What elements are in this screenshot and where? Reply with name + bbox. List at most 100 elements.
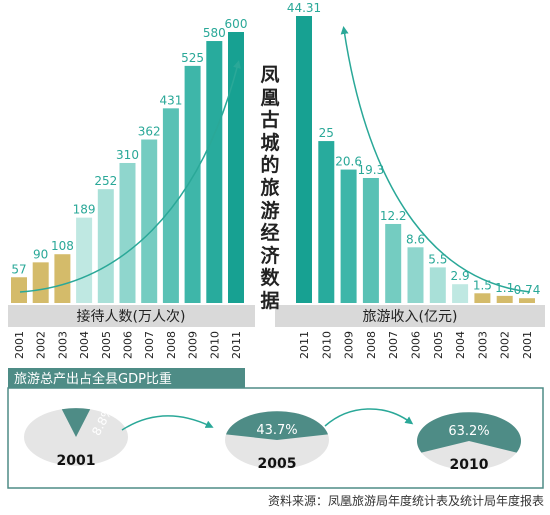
gdp-share-title: 旅游总产出占全县GDP比重 (14, 371, 172, 387)
value-label-2003: 108 (51, 239, 74, 253)
value-label-2001: 0.74 (514, 283, 541, 297)
tick-label-2003: 2003 (476, 331, 489, 359)
pie-arrow-1 (121, 415, 214, 431)
tick-label-2004: 2004 (78, 331, 91, 359)
value-label-2008: 19.3 (358, 163, 385, 177)
visitor-trend-arrow (19, 60, 241, 293)
pie-label-2010: 63.2% (448, 424, 489, 439)
bar-2008 (162, 108, 179, 303)
bar-2011 (296, 16, 312, 303)
tick-label-2010: 2010 (320, 331, 333, 359)
bar-2009 (340, 169, 357, 303)
bar-2008 (362, 177, 379, 303)
gdp-share-header (8, 368, 245, 388)
bar-2001 (519, 298, 535, 303)
gdp-share-panel (7, 387, 544, 489)
value-label-2008: 431 (159, 93, 182, 107)
tick-label-2011: 2011 (298, 331, 311, 359)
tick-label-2007: 2007 (387, 331, 400, 359)
visitor-tick-labels: 2001 2002 2003 2004 2005 2006 2007 2008 2009 2010… (13, 331, 243, 359)
value-label-2010: 25 (319, 126, 334, 140)
tick-label-2005: 2005 (432, 331, 445, 359)
bar-2010 (318, 141, 335, 303)
pie-rest-2001 (24, 408, 129, 466)
value-label-2009: 525 (181, 51, 204, 65)
value-label-2005: 252 (94, 174, 117, 188)
value-label-2006: 310 (116, 148, 139, 162)
tick-label-2007: 2007 (143, 331, 156, 359)
bar-2007 (141, 139, 158, 303)
pie-2001 (24, 408, 129, 466)
side-title: 凤凰古城的旅游经济数据 (260, 64, 280, 312)
tick-label-2001: 2001 (521, 331, 534, 359)
bar-2007 (385, 223, 402, 303)
bar-2004 (76, 217, 93, 303)
bar-2009 (184, 65, 201, 303)
value-label-2003: 1.5 (473, 278, 492, 292)
tick-label-2009: 2009 (187, 331, 200, 359)
value-label-2010: 580 (203, 26, 226, 40)
bar-2003 (474, 293, 491, 303)
pie-2005 (225, 411, 329, 469)
revenue-bars (296, 16, 535, 303)
pie-share-2010 (417, 412, 521, 453)
bar-2010 (206, 41, 223, 304)
bar-2002 (32, 262, 49, 303)
visitor-bars (11, 32, 244, 304)
bar-2006 (407, 247, 424, 303)
pie-year-2010: 2010 (450, 457, 489, 473)
pie-share-2001 (61, 408, 91, 437)
bar-2005 (429, 267, 446, 303)
value-label-2009: 20.6 (335, 155, 362, 169)
value-label-2007: 12.2 (380, 209, 407, 223)
pie-share-2005 (226, 411, 328, 440)
tick-label-2004: 2004 (454, 331, 467, 359)
tick-label-2008: 2008 (365, 331, 378, 359)
visitor-axis-label: 接待人数(万人次) (77, 308, 186, 325)
tick-label-2006: 2006 (122, 331, 135, 359)
value-label-2001: 57 (11, 262, 26, 276)
tick-label-2003: 2003 (56, 331, 69, 359)
tick-label-2011: 2011 (230, 331, 243, 359)
tick-label-2010: 2010 (208, 331, 221, 359)
tick-label-2009: 2009 (343, 331, 356, 359)
tick-label-2001: 2001 (13, 331, 26, 359)
value-label-2007: 362 (138, 124, 161, 138)
value-label-2006: 8.6 (406, 232, 425, 246)
tick-label-2008: 2008 (165, 331, 178, 359)
bar-2011 (228, 32, 244, 303)
pie-arrow-2 (324, 408, 414, 427)
revenue-tick-labels: 2011 2010 2009 2008 2007 2006 2005 2004 2003 2002… (298, 331, 534, 359)
bar-2003 (54, 254, 71, 303)
revenue-trend-arrow (340, 26, 531, 293)
value-label-2011: 44.31 (287, 1, 321, 15)
revenue-axis-label: 旅游收入(亿元) (363, 309, 458, 325)
tick-label-2002: 2002 (499, 331, 512, 359)
pie-year-2001: 2001 (57, 453, 96, 469)
tick-label-2002: 2002 (35, 331, 48, 359)
pie-label-2005: 43.7% (256, 423, 297, 438)
tick-label-2005: 2005 (100, 331, 113, 359)
value-label-2004: 2.9 (451, 269, 470, 283)
bar-2002 (496, 295, 513, 303)
visitor-axis-band (8, 305, 255, 327)
bar-2004 (452, 284, 469, 303)
value-label-2005: 5.5 (428, 252, 447, 266)
bar-2005 (97, 189, 114, 303)
value-label-2004: 189 (73, 203, 96, 217)
tick-label-2006: 2006 (410, 331, 423, 359)
bar-2001 (11, 277, 27, 303)
pie-year-2005: 2005 (258, 456, 297, 472)
revenue-axis-band (275, 305, 545, 327)
value-label-2011: 600 (225, 17, 248, 31)
pie-2010 (417, 412, 521, 470)
bar-2006 (119, 162, 136, 303)
value-label-2002: 90 (33, 247, 48, 261)
source-note: 资料来源：凤凰旅游局年度统计表及统计局年度报表 (267, 494, 544, 508)
